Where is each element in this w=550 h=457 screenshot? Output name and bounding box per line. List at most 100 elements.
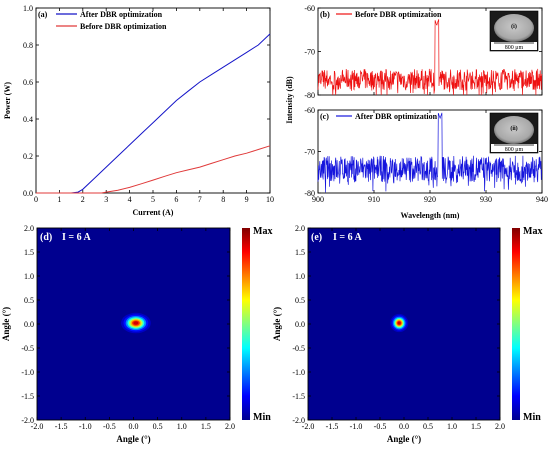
y-axis-label: Angle (°) [1, 307, 11, 341]
panel-e-axes: -2.0 -1.5 -1.0 -0.5 0.0 0.5 1.0 1.5 2.0 -2.0 -1.5 -… [292, 224, 505, 431]
panel-label-c: (c) [320, 112, 329, 121]
panel-e-xtick-label: 1.0 [447, 422, 457, 431]
panel-a-xtick-label: 2 [81, 195, 85, 204]
panel-d-xtick-label: -2.0 [31, 422, 44, 431]
panel-e-ytick-label: 1.5 [295, 248, 305, 257]
panel-d-ytick-label: 1.0 [24, 272, 34, 281]
x-axis-label: Angle (°) [387, 434, 421, 444]
y-axis-label: Intensity (dB) [285, 76, 294, 124]
panel-label-a: (a) [38, 10, 48, 19]
panel-label-e: (e) [311, 232, 322, 243]
panel-e-xtick-label: 0.0 [399, 422, 409, 431]
legend-label: Before DBR optimization [355, 10, 442, 19]
panel-a-xtick-label: 10 [266, 195, 274, 204]
colorbar [242, 228, 250, 420]
intensity-contour [133, 321, 139, 325]
panel-d-xtick-label: 2.0 [225, 422, 235, 431]
inset-aperture [494, 116, 534, 144]
panel-e-xtick-label: 0.5 [423, 422, 433, 431]
condition-label: I = 6 A [62, 232, 92, 243]
x-axis-label: Angle (°) [116, 434, 150, 444]
panel-d-ytick-label: -1.0 [21, 368, 34, 377]
panel-e-xtick-label: -0.5 [374, 422, 387, 431]
scale-bar-bg [491, 144, 537, 152]
panel-c-ytick-label: -70 [304, 148, 315, 157]
inset-aperture [494, 14, 534, 42]
panel-a-ytick-label: 0.4 [23, 115, 33, 124]
panel-a-ytick-label: 0.6 [23, 78, 33, 87]
scale-bar-bg [491, 42, 537, 50]
x-axis-label: Current (A) [133, 208, 174, 217]
panel-b-ytick-label: -80 [304, 91, 315, 100]
panel-d-ytick-label: 1.5 [24, 248, 34, 257]
panel-e-xtick-label: -1.5 [326, 422, 339, 431]
panel-d-xtick-label: -0.5 [103, 422, 116, 431]
legend-label: After DBR optimization [80, 10, 163, 19]
panel-a-plot: (a) After DBR optimization Before DBR opti… [3, 10, 271, 217]
panel-e-ytick-label: -0.5 [292, 344, 305, 353]
inset-label: (i) [511, 23, 517, 30]
panel-a-ytick-label: 0.2 [23, 152, 33, 161]
panel-e-ytick-label: -1.0 [292, 368, 305, 377]
panel-d-plot: (d) I = 6 A Angle (°) Angle (°) Max Min [1, 226, 272, 444]
panel-e-ytick-label: 1.0 [295, 272, 305, 281]
panel-c-xtick-label: 940 [536, 195, 548, 204]
panel-c-xtick-label: 920 [424, 195, 436, 204]
panel-c-xtick-label: 930 [480, 195, 492, 204]
intensity-contour [397, 321, 401, 325]
x-axis-label: Wavelength (nm) [401, 211, 460, 220]
panel-e-ytick-label: 0.5 [295, 296, 305, 305]
panel-c-ytick-label: -80 [304, 189, 315, 198]
panel-e-ytick-label: 0.0 [295, 320, 305, 329]
panel-a-xtick-label: 5 [151, 195, 155, 204]
colorbar-min-label: Min [523, 412, 541, 423]
panel-a-xtick-label: 1 [57, 195, 61, 204]
panel-c-plot: (c) After DBR optimization (ii) 800 μm Wavel… [317, 112, 543, 220]
panel-c-xtick-label: 900 [312, 195, 324, 204]
panel-c-ytick-label: -60 [304, 106, 315, 115]
condition-label: I = 6 A [333, 232, 363, 243]
panel-a-ytick-label: 0.8 [23, 41, 33, 50]
panel-e-ytick-label: -1.5 [292, 392, 305, 401]
y-axis-label: Power (W) [3, 82, 12, 119]
panel-e-ytick-label: 2.0 [295, 224, 305, 233]
legend-label: After DBR optimization [355, 112, 438, 121]
series-line-after [36, 33, 271, 194]
colorbar [512, 228, 520, 420]
colorbar-max-label: Max [253, 226, 272, 237]
panel-b-ytick-label: -60 [304, 4, 315, 13]
series-line-before [36, 145, 271, 194]
panel-b-plot: (b) Before DBR optimization (i) 800 μm [317, 10, 543, 96]
panel-b-axes: -80 -70 -60 [304, 4, 543, 100]
panel-d-xtick-label: 1.0 [177, 422, 187, 431]
inset-label: (ii) [510, 125, 517, 132]
panel-e-xtick-label: 1.5 [471, 422, 481, 431]
panel-a-ytick-label: 0.0 [23, 189, 33, 198]
panel-c-xtick-label: 910 [368, 195, 380, 204]
scale-bar-label: 800 μm [505, 45, 524, 51]
panel-a-xtick-label: 7 [198, 195, 202, 204]
panel-d-axes: -2.0 -1.5 -1.0 -0.5 0.0 0.5 1.0 1.5 2.0 -2.0 -1.5 -… [21, 224, 235, 431]
y-axis-label: Angle (°) [272, 307, 282, 341]
panel-e-ytick-label: -2.0 [292, 416, 305, 425]
panel-d-xtick-label: 0.5 [153, 422, 163, 431]
panel-c-axes: 900 910 920 930 940 -80 -70 -60 [304, 106, 548, 204]
panel-d-xtick-label: 1.5 [201, 422, 211, 431]
panel-a-xtick-label: 9 [245, 195, 249, 204]
panel-label-d: (d) [40, 232, 52, 243]
panel-a-ytick-label: 1.0 [23, 4, 33, 13]
panel-a-xtick-label: 0 [34, 195, 38, 204]
panel-d-xtick-label: -1.0 [79, 422, 92, 431]
spectrum-line-b [317, 19, 543, 96]
panel-d-ytick-label: -0.5 [21, 344, 34, 353]
panel-a-xtick-label: 8 [221, 195, 225, 204]
panel-a-frame [35, 7, 271, 194]
panel-d-xtick-label: 0.0 [129, 422, 139, 431]
spectrum-line-c [317, 112, 543, 193]
panel-a-axes: 0 1 2 3 4 5 6 7 8 9 10 0.0 0.2 0.4 0.6 0.8 1.0 [23, 4, 274, 204]
colorbar-max-label: Max [523, 226, 542, 237]
panel-e-plot: (e) I = 6 A Angle (°) Angle (°) Max Min [272, 226, 542, 444]
panel-d-ytick-label: 0.0 [24, 320, 34, 329]
colorbar-min-label: Min [253, 412, 271, 423]
